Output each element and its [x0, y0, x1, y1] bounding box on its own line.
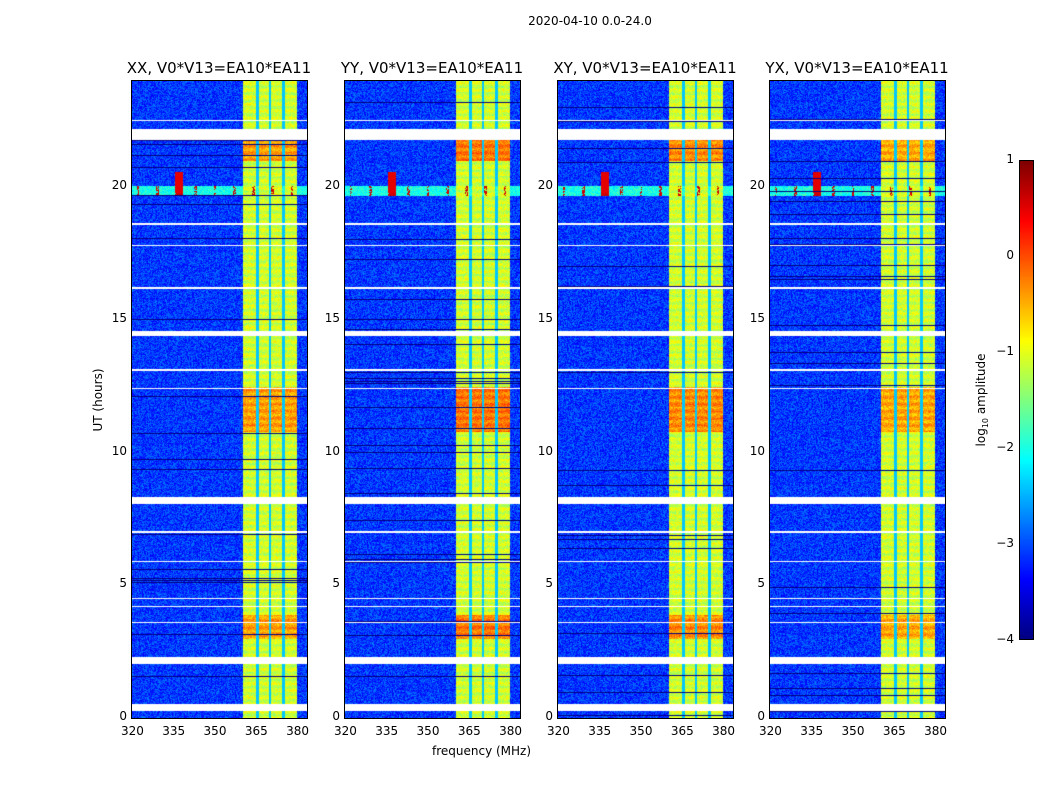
colorbar-label: log10 amplitude — [973, 353, 991, 447]
y-tick-label: 0 — [119, 709, 127, 723]
x-tick-label: 365 — [244, 724, 268, 738]
y-tick-label: 20 — [749, 178, 765, 193]
panel-title: XX, V0*V13=EA10*EA11 — [126, 59, 312, 77]
y-axis-label: UT (hours) — [91, 368, 105, 432]
y-tick-label: 5 — [119, 576, 127, 591]
colorbar-tick-label: −3 — [996, 536, 1014, 550]
x-tick-label: 350 — [841, 724, 865, 738]
figure-title: 2020-04-10 0.0-24.0 — [528, 14, 652, 28]
heatmap-panel-3 — [769, 80, 946, 719]
y-tick-label: 15 — [324, 310, 340, 325]
x-tick-label: 335 — [588, 724, 612, 738]
heatmap-image — [770, 81, 945, 718]
x-tick-label: 365 — [670, 724, 694, 738]
heatmap-image — [558, 81, 733, 718]
heatmap-panel-0 — [131, 80, 308, 719]
x-tick-label: 350 — [203, 724, 227, 738]
colorbar-tick-label: 1 — [1006, 152, 1014, 166]
colorbar-tick-label: −4 — [996, 632, 1014, 646]
y-tick-label: 15 — [537, 310, 553, 325]
y-tick-label: 15 — [111, 310, 127, 325]
panel-title: YX, V0*V13=EA10*EA11 — [765, 59, 949, 77]
y-tick-label: 0 — [332, 709, 340, 723]
y-tick-label: 15 — [749, 310, 765, 325]
colorbar-tick-label: 0 — [1006, 248, 1014, 262]
x-tick-label: 320 — [121, 724, 144, 738]
heatmap-image — [132, 81, 307, 718]
x-tick-label: 365 — [457, 724, 481, 738]
heatmap-panel-2 — [557, 80, 734, 719]
y-tick-label: 0 — [757, 709, 765, 723]
panel-title: XY, V0*V13=EA10*EA11 — [553, 59, 737, 77]
x-tick-label: 320 — [759, 724, 782, 738]
x-tick-label: 335 — [375, 724, 399, 738]
y-tick-label: 10 — [111, 443, 127, 458]
y-tick-label: 10 — [537, 443, 553, 458]
x-tick-label: 320 — [334, 724, 357, 738]
colorbar-tick-label: −2 — [996, 440, 1014, 454]
y-tick-label: 10 — [324, 443, 340, 458]
x-tick-label: 380 — [712, 724, 735, 738]
x-tick-label: 365 — [882, 724, 906, 738]
x-tick-label: 335 — [162, 724, 186, 738]
heatmap-image — [345, 81, 520, 718]
x-tick-label: 350 — [416, 724, 440, 738]
x-axis-label: frequency (MHz) — [432, 744, 532, 758]
x-tick-label: 380 — [499, 724, 522, 738]
y-tick-label: 20 — [324, 178, 340, 193]
heatmap-panel-1 — [344, 80, 521, 719]
x-tick-label: 380 — [924, 724, 947, 738]
y-tick-label: 20 — [537, 178, 553, 193]
x-tick-label: 380 — [286, 724, 309, 738]
colorbar-tick-label: −1 — [996, 344, 1014, 358]
y-tick-label: 5 — [332, 576, 340, 591]
x-tick-label: 320 — [547, 724, 570, 738]
y-tick-label: 5 — [545, 576, 553, 591]
colorbar — [1019, 160, 1034, 640]
panel-title: YY, V0*V13=EA10*EA11 — [340, 59, 524, 77]
y-tick-label: 10 — [749, 443, 765, 458]
y-tick-label: 20 — [111, 178, 127, 193]
x-tick-label: 350 — [629, 724, 653, 738]
y-tick-label: 0 — [545, 709, 553, 723]
x-tick-label: 335 — [800, 724, 824, 738]
y-tick-label: 5 — [757, 576, 765, 591]
